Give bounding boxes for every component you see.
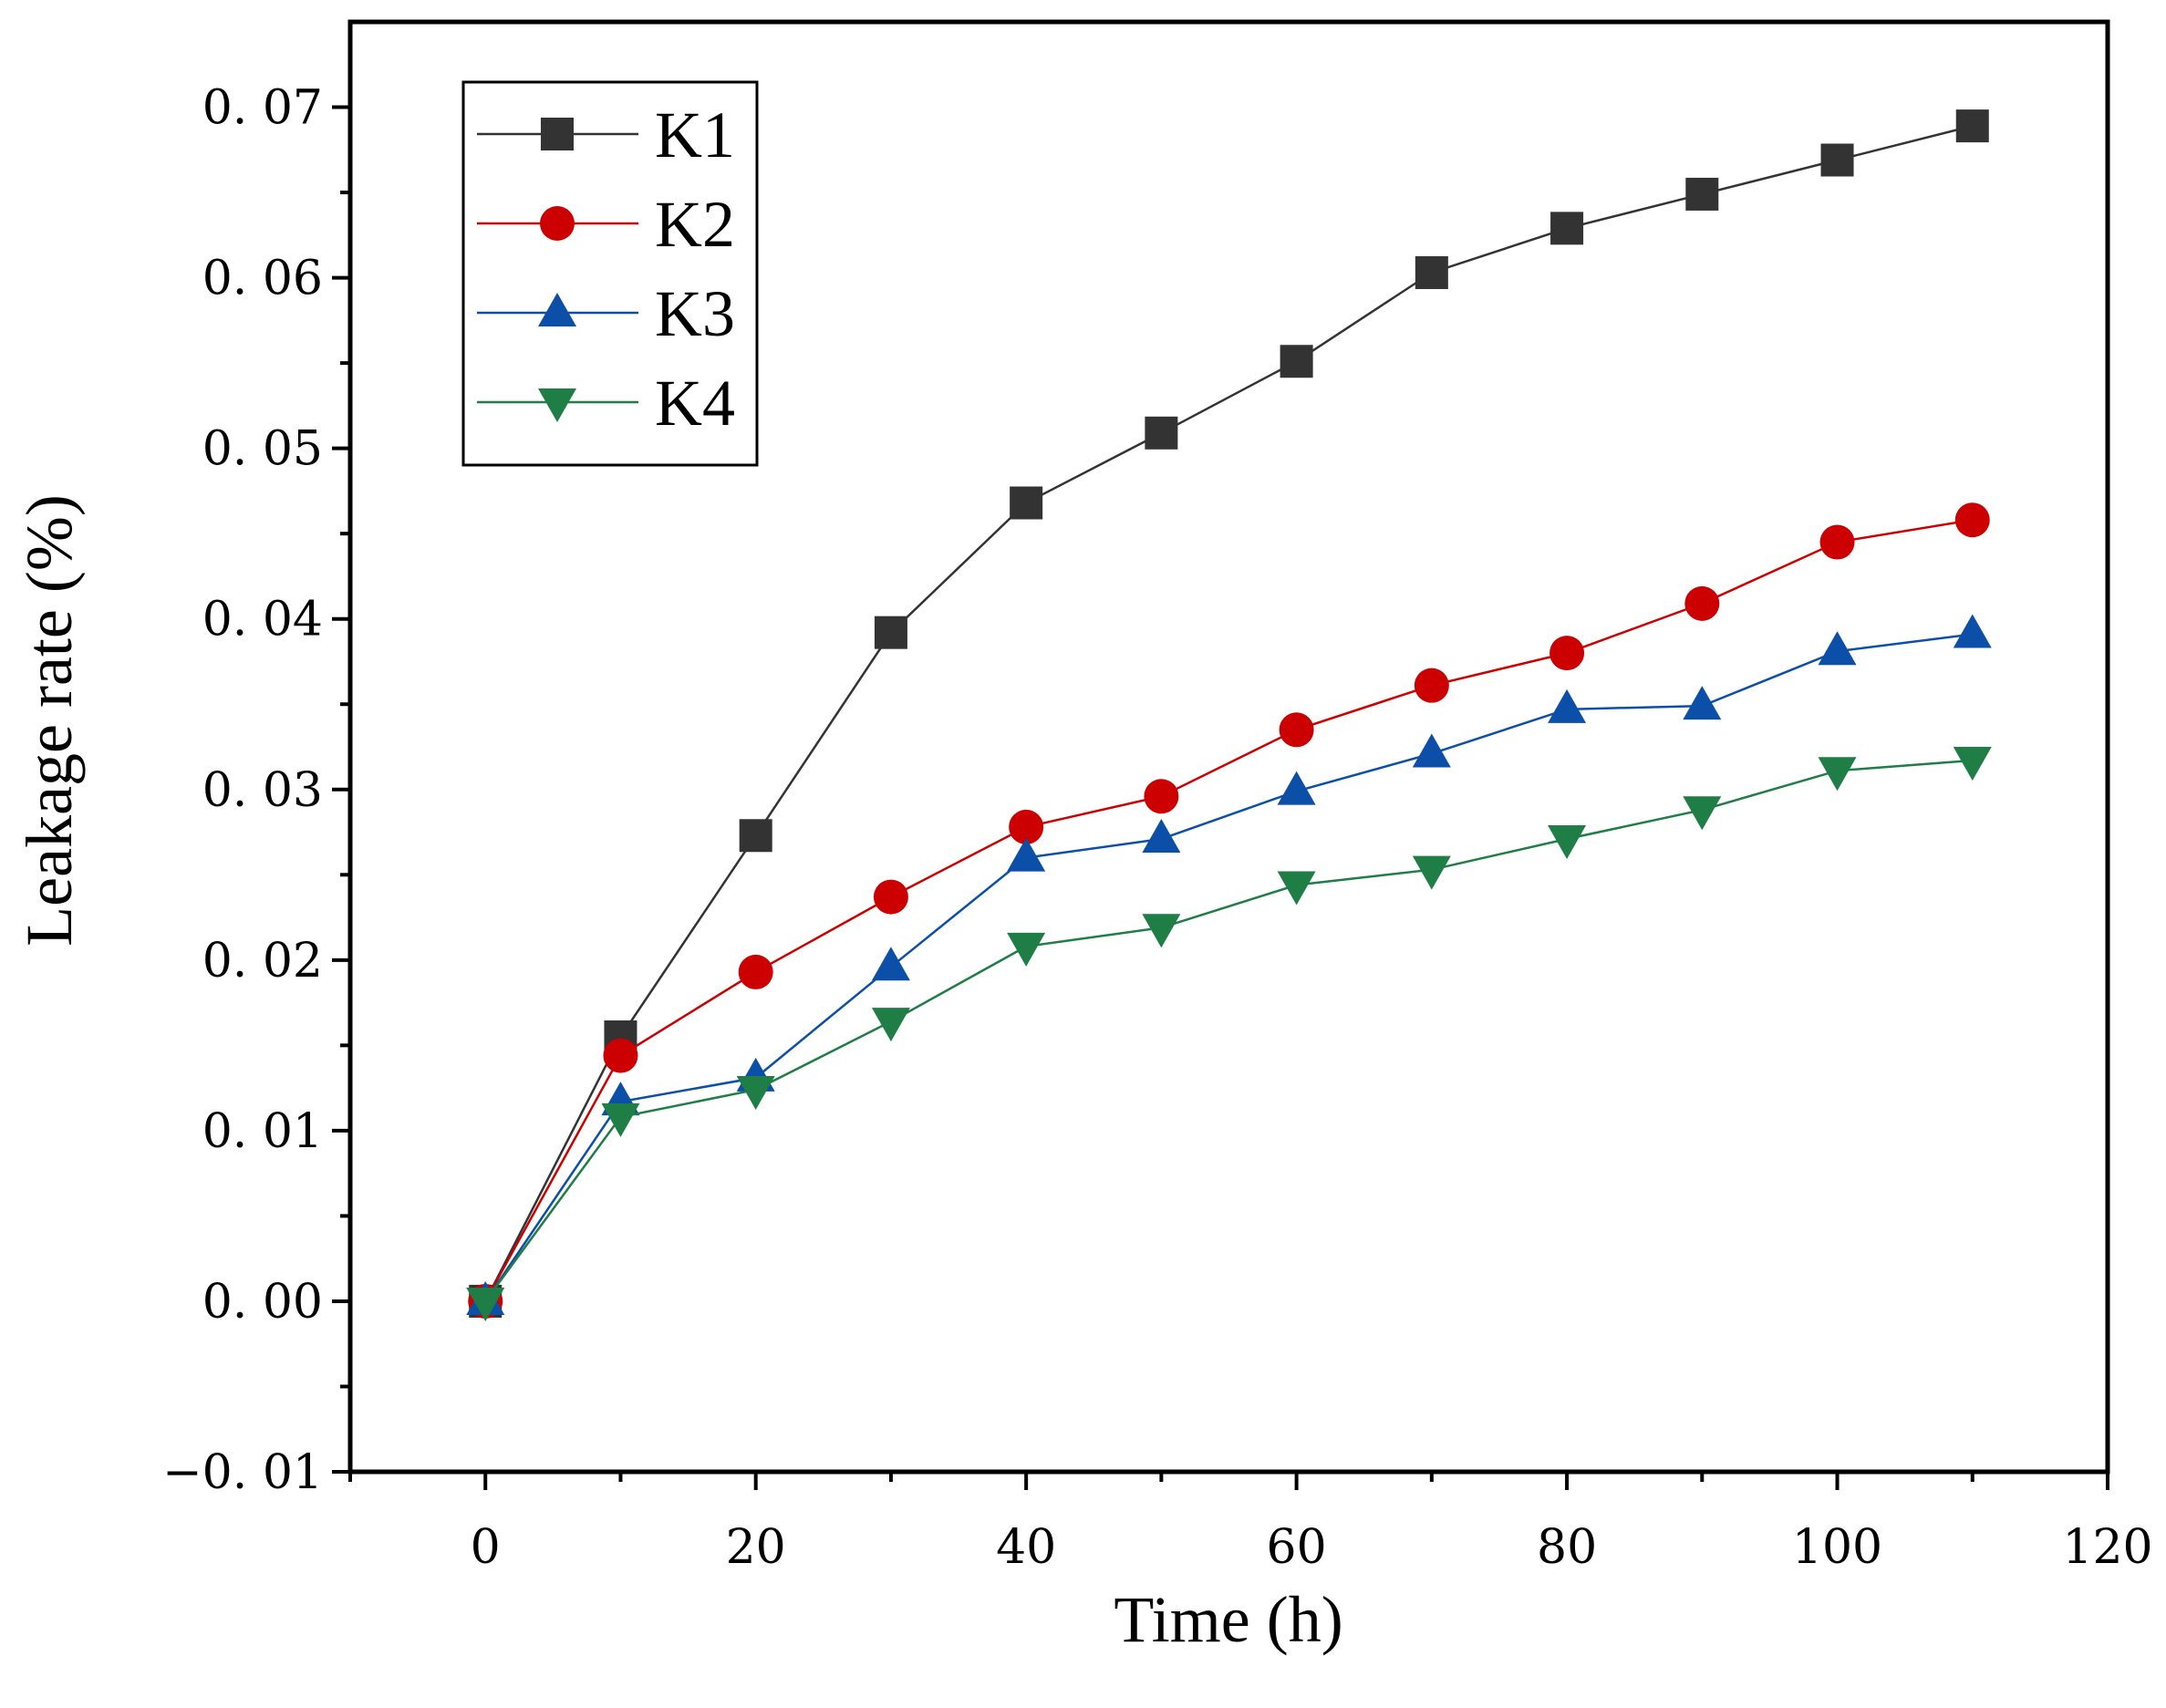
- data-point-k4: [1953, 746, 1992, 781]
- data-point-k1: [1010, 486, 1043, 520]
- y-tick-label: 0. 07: [202, 81, 323, 136]
- x-axis: 0 20 40 60 80 100 120: [348, 1472, 2153, 1575]
- legend-label-k3: K3: [655, 277, 735, 350]
- y-axis: −0. 01 0. 00 0. 01 0. 02 0. 03 0. 04 0. 05 0. 0…: [162, 81, 350, 1500]
- data-point-k2: [1144, 779, 1179, 814]
- x-tick-label: 0: [471, 1520, 501, 1575]
- data-point-k4: [1277, 871, 1316, 906]
- data-point-k1: [1955, 109, 1989, 143]
- data-point-k1: [1145, 416, 1178, 450]
- series-k4: [466, 746, 1992, 1321]
- legend-label-k4: K4: [655, 367, 735, 440]
- legend-marker-k1: [541, 118, 574, 150]
- y-tick-label: 0. 04: [202, 593, 323, 647]
- data-point-k4: [1818, 757, 1857, 792]
- data-point-k4: [466, 1287, 505, 1321]
- data-point-k3: [1953, 614, 1992, 648]
- x-tick-label: 80: [1537, 1520, 1597, 1575]
- data-point-k4: [1007, 932, 1046, 967]
- y-tick-label: 0. 01: [202, 1104, 323, 1159]
- data-point-k4: [1683, 796, 1722, 831]
- series-layer: [466, 109, 1992, 1321]
- y-tick-label: −0. 01: [162, 1445, 323, 1500]
- y-tick-label: 0. 03: [202, 763, 323, 818]
- series-line-k4: [484, 759, 1973, 1302]
- data-point-k1: [1550, 212, 1584, 245]
- data-point-k4: [736, 1075, 775, 1110]
- data-point-k3: [1412, 733, 1451, 768]
- data-point-k3: [1007, 837, 1046, 872]
- data-point-k3: [871, 947, 910, 981]
- data-point-k2: [873, 879, 908, 915]
- x-tick-label: 40: [996, 1520, 1056, 1575]
- data-point-k2: [1819, 524, 1855, 560]
- data-point-k2: [1684, 585, 1720, 621]
- data-point-k4: [601, 1102, 640, 1137]
- data-point-k3: [1818, 631, 1857, 666]
- series-k3: [466, 614, 1992, 1315]
- x-tick-label: 100: [1792, 1520, 1882, 1575]
- data-point-k2: [1954, 502, 1990, 538]
- x-axis-title: Time (h): [1114, 1583, 1342, 1656]
- data-point-k2: [603, 1038, 638, 1073]
- y-tick-label: 0. 00: [202, 1275, 323, 1330]
- data-point-k2: [1549, 636, 1585, 671]
- data-point-k4: [1142, 914, 1181, 948]
- y-axis-title: Leakage rate (%): [13, 494, 86, 947]
- legend-label-k2: K2: [655, 188, 735, 261]
- legend-marker-k2: [540, 206, 575, 241]
- legend-marker-k3: [538, 293, 576, 326]
- data-point-k4: [1412, 855, 1451, 890]
- y-tick-label: 0. 05: [202, 422, 323, 477]
- data-point-k1: [874, 616, 907, 649]
- series-k2: [468, 502, 1990, 1319]
- legend-marker-k4: [538, 388, 576, 422]
- data-point-k2: [1279, 712, 1314, 748]
- data-point-k4: [871, 1008, 910, 1042]
- data-point-k1: [739, 819, 772, 853]
- data-point-k2: [738, 954, 773, 989]
- y-tick-label: 0. 06: [202, 252, 323, 306]
- plot-frame: [347, 19, 2110, 1475]
- data-point-k2: [1414, 668, 1449, 703]
- series-line-k1: [484, 124, 1974, 1302]
- data-point-k1: [1820, 143, 1854, 177]
- x-tick-label: 20: [726, 1520, 786, 1575]
- data-point-k1: [1280, 345, 1313, 378]
- x-tick-label: 60: [1267, 1520, 1327, 1575]
- legend: K1 K2 K3 K4: [461, 80, 759, 467]
- series-line-k3: [484, 633, 1973, 1302]
- legend-label-k1: K1: [655, 98, 735, 171]
- data-point-k2: [1009, 809, 1044, 844]
- data-point-k3: [1277, 771, 1316, 805]
- x-tick-label: 120: [2062, 1520, 2152, 1575]
- data-point-k3: [1142, 819, 1181, 854]
- y-tick-label: 0. 02: [202, 934, 323, 989]
- series-line-k2: [484, 518, 1973, 1302]
- data-point-k3: [1548, 688, 1587, 723]
- data-point-k4: [1548, 825, 1587, 860]
- data-point-k1: [1685, 177, 1719, 211]
- series-k1: [469, 109, 1989, 1318]
- data-point-k3: [1683, 686, 1722, 720]
- data-point-k1: [1415, 255, 1448, 289]
